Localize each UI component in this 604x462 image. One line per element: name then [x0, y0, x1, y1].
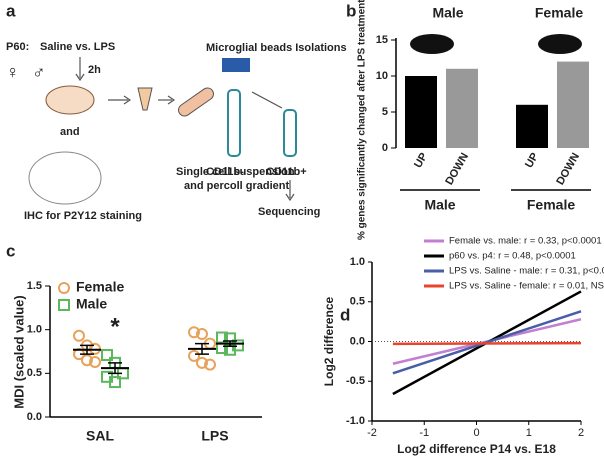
- brain-slice-icon: [28, 151, 102, 205]
- data-point: [188, 326, 200, 339]
- x-tick-label: 2: [578, 427, 584, 439]
- arrow-head: [123, 95, 132, 105]
- x-tick-label: UP: [523, 151, 541, 170]
- group-label: Female: [527, 197, 575, 213]
- group-title: Female: [535, 5, 583, 21]
- workflow-diagram: P60: Saline vs. LPS ♀ ♂ 2h and IHC for P…: [6, 41, 347, 222]
- sequencing-label: Sequencing: [258, 206, 320, 218]
- error-bar: [223, 340, 237, 348]
- y-tick-label: 1.0: [350, 256, 365, 268]
- isolation-label: Microglial beads Isolations: [206, 42, 347, 54]
- y-tick-label: 0.5: [27, 367, 42, 379]
- series-line: [392, 341, 582, 346]
- x-tick-label: SAL: [86, 428, 114, 444]
- data-point: [109, 376, 121, 389]
- suspension-line: Single cell suspension: [176, 166, 295, 178]
- x-tick-label: DOWN: [554, 151, 582, 187]
- magnet-icon: [222, 58, 250, 72]
- delay: 2h: [88, 64, 101, 76]
- x-tick-label: 1: [526, 427, 532, 439]
- y-tick-label: -0.5: [346, 375, 365, 387]
- legend-marker: [58, 299, 70, 311]
- panel-label: c: [6, 241, 15, 260]
- x-tick-label: -1: [419, 427, 429, 439]
- negative-label: CD11b-: [206, 166, 244, 178]
- female-symbol: ♀: [6, 62, 20, 82]
- y-tick-label: 0: [382, 142, 388, 154]
- bar: [557, 61, 589, 148]
- data-point: [204, 358, 216, 371]
- y-tick-label: 1.5: [27, 280, 42, 292]
- legend-label: LPS vs. Saline - male: r = 0.31, p<0.000…: [449, 266, 604, 277]
- y-tick-label: 0.5: [350, 296, 365, 308]
- mouse-icons: [410, 34, 582, 54]
- legend-label: Female: [76, 279, 124, 295]
- y-axis-label: % genes significantly changed after LPS …: [357, 0, 368, 240]
- group-title: Male: [432, 5, 463, 21]
- y-tick-label: 10: [376, 70, 388, 82]
- x-axis-label: Log2 difference P14 vs. E18: [397, 442, 556, 456]
- x-tick-label: 0: [473, 427, 479, 439]
- tube-icon: [137, 87, 153, 111]
- ihc-label: IHC for P2Y12 staining: [24, 210, 142, 222]
- suspension-line: and percoll gradient: [184, 180, 289, 192]
- x-tick-label: UP: [412, 151, 430, 170]
- mouse-icon: [410, 34, 454, 54]
- bar: [516, 104, 548, 148]
- group-label: Male: [424, 197, 455, 213]
- x-tick-label: DOWN: [443, 151, 471, 187]
- data-point: [73, 329, 85, 342]
- data-point: [101, 348, 113, 361]
- mouse-icon: [538, 34, 582, 54]
- male-symbol: ♂: [32, 62, 46, 82]
- y-tick-label: 5: [382, 106, 388, 118]
- legend-label: Female vs. male: r = 0.33, p<0.0001: [449, 236, 602, 247]
- legend-label: Male: [76, 296, 107, 312]
- data-point: [188, 349, 200, 362]
- x-tick-label: -2: [367, 427, 377, 439]
- panel-label: a: [6, 1, 16, 20]
- bar: [446, 68, 478, 148]
- data-point: [81, 354, 93, 367]
- y-axis-label: Log2 difference: [322, 297, 336, 387]
- data-point: [196, 356, 208, 369]
- y-axis-label: MDI (scaled value): [11, 295, 26, 408]
- error-bar: [195, 342, 209, 355]
- treatment: Saline vs. LPS: [40, 41, 115, 53]
- tube-icon: [283, 109, 297, 157]
- brain-icon: [45, 85, 95, 115]
- bar: [405, 76, 437, 148]
- y-tick-label: 0.0: [350, 335, 365, 347]
- annotation: *: [110, 313, 120, 340]
- data-point: [89, 355, 101, 368]
- arrow-head: [285, 193, 295, 202]
- panel-label: b: [346, 1, 356, 20]
- conjunction: and: [60, 126, 80, 138]
- positive-label: CD11b+: [266, 166, 307, 178]
- panel-label: d: [340, 305, 350, 324]
- arrow-head: [75, 73, 85, 82]
- x-tick-label: LPS: [201, 428, 228, 444]
- y-tick-label: 15: [376, 34, 388, 46]
- column-icon: [227, 89, 241, 157]
- error-bar: [80, 344, 94, 355]
- data-point: [196, 328, 208, 341]
- y-tick-label: 1.0: [27, 324, 42, 336]
- legend-marker: [58, 282, 70, 294]
- y-tick-label: 0.0: [27, 411, 42, 423]
- arrow-head: [167, 95, 176, 105]
- legend-label: LPS vs. Saline - female: r = 0.01, NS: [449, 281, 604, 292]
- timepoint: P60:: [6, 41, 29, 53]
- tube-icon: [178, 87, 214, 117]
- error-bar: [108, 362, 122, 375]
- arrow: [251, 91, 283, 109]
- y-tick-label: -1.0: [346, 415, 365, 427]
- legend-label: p60 vs. p4: r = 0.48, p<0.0001: [449, 251, 576, 262]
